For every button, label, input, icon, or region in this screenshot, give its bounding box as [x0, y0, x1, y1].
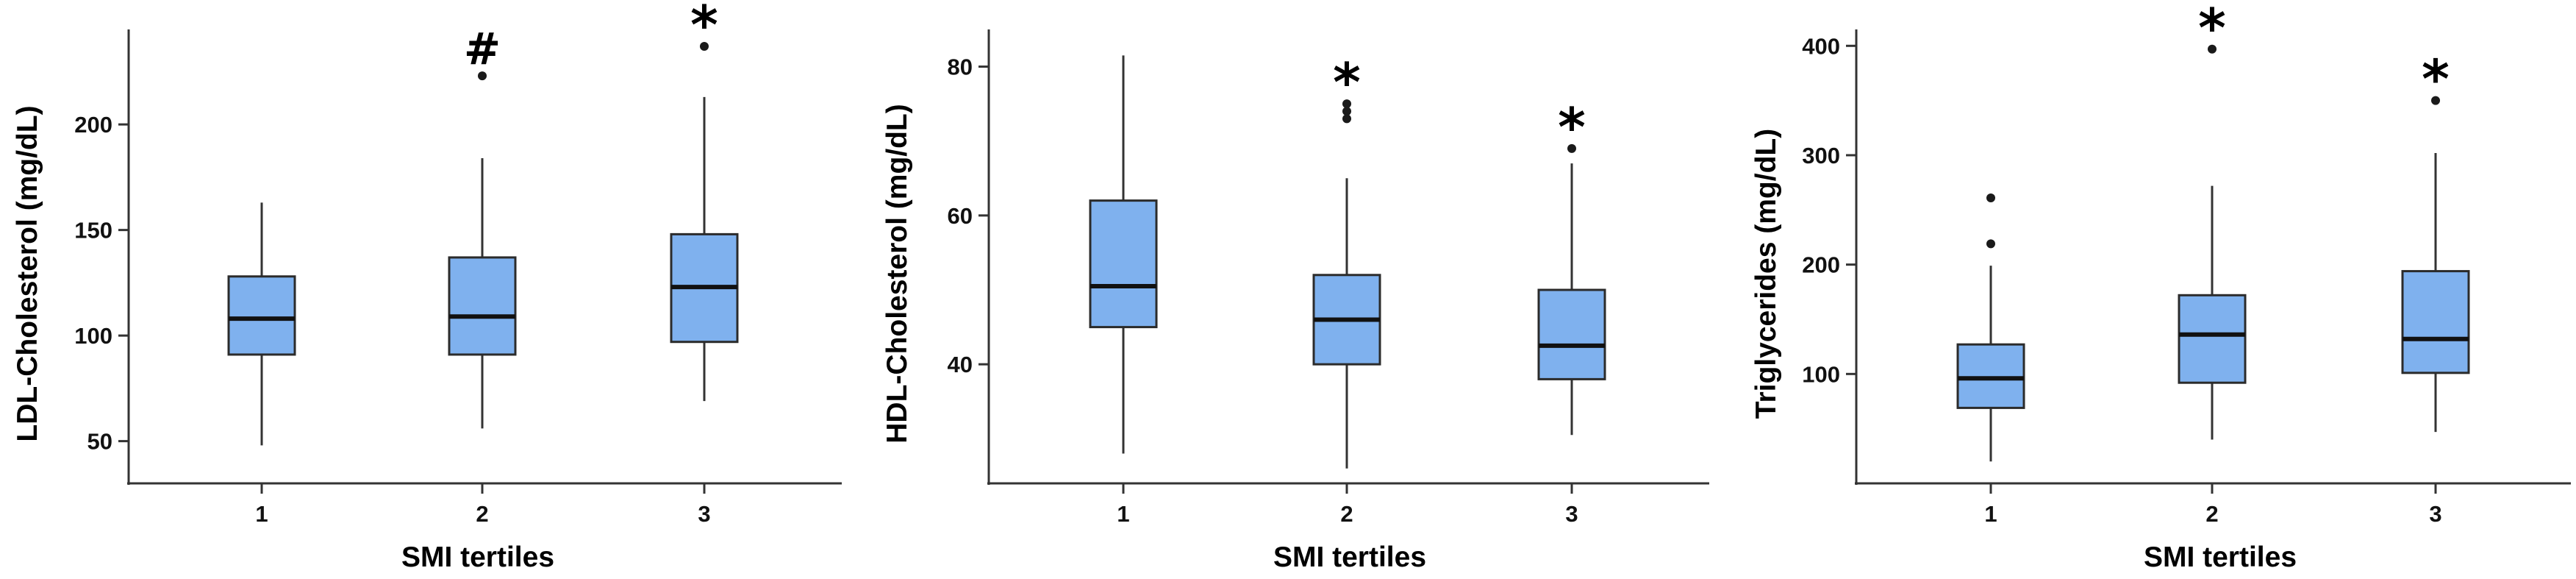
significance-marker: *	[1333, 51, 1361, 113]
x-tick-label-triglycerides: 3	[2429, 501, 2441, 527]
x-tick-label-ldl: 2	[476, 501, 488, 527]
x-tick-label-ldl: 3	[698, 501, 710, 527]
iqr-box	[448, 256, 517, 356]
box-ldl-tertile-1	[227, 202, 296, 446]
box-hdl-tertile-1	[1089, 55, 1158, 454]
y-tick-label-ldl: 200	[74, 112, 112, 138]
outlier-point	[1986, 239, 1995, 249]
x-tick-label-hdl: 2	[1340, 501, 1353, 527]
box-triglycerides-tertile-1	[1956, 193, 2025, 462]
hdl-cholesterol-panel: HDL-Cholesterol (mg/dL) SMI tertiles 40 6…	[881, 29, 1709, 573]
triglycerides-panel: Triglycerides (mg/dL) SMI tertiles 100 20…	[1750, 0, 2571, 573]
significance-marker: *	[2422, 49, 2450, 110]
ldl-cholesterol-panel: LDL-Cholesterol (mg/dL) SMI tertiles 50 1…	[12, 0, 842, 573]
iqr-box	[2401, 270, 2470, 374]
y-tick-label-ldl: 150	[74, 218, 112, 244]
x-tick-label-triglycerides: 1	[1984, 501, 1997, 527]
y-tick-label-hdl: 40	[948, 352, 973, 377]
y-tick-label-triglycerides: 300	[1802, 143, 1840, 168]
x-tick-label-hdl: 3	[1565, 501, 1578, 527]
significance-marker: *	[1558, 96, 1586, 158]
outlier-point	[1342, 99, 1351, 109]
outlier-point	[700, 41, 709, 51]
iqr-box	[2178, 294, 2247, 384]
y-tick-label-triglycerides: 400	[1802, 33, 1840, 59]
x-axis-title-ldl: SMI tertiles	[401, 541, 554, 573]
significance-marker: *	[690, 0, 718, 56]
box-triglycerides-tertile-3: *	[2401, 49, 2470, 433]
box-ldl-tertile-2: #	[448, 24, 517, 429]
y-axis-title-ldl: LDL-Cholesterol (mg/dL)	[12, 105, 43, 441]
y-tick-label-triglycerides: 200	[1802, 252, 1840, 278]
x-axis-title-hdl: SMI tertiles	[1273, 541, 1426, 573]
box-ldl-tertile-3: *	[670, 0, 739, 402]
x-axis-title-triglycerides: SMI tertiles	[2144, 541, 2297, 573]
y-tick-label-ldl: 50	[87, 429, 112, 455]
outlier-point	[1986, 193, 1995, 202]
y-tick-label-ldl: 100	[74, 323, 112, 349]
outlier-point	[2208, 44, 2217, 54]
y-tick-label-triglycerides: 100	[1802, 361, 1840, 387]
iqr-box	[1089, 199, 1158, 329]
significance-marker: *	[2198, 0, 2226, 59]
x-tick-label-triglycerides: 2	[2205, 501, 2218, 527]
outlier-point	[1567, 143, 1576, 153]
y-tick-label-hdl: 60	[948, 203, 973, 229]
box-hdl-tertile-3: *	[1537, 96, 1606, 436]
iqr-box	[1537, 288, 1606, 380]
outlier-point	[1342, 107, 1351, 116]
y-axis-title-hdl: HDL-Cholesterol (mg/dL)	[881, 104, 913, 443]
box-triglycerides-tertile-2: *	[2178, 0, 2247, 440]
x-tick-label-hdl: 1	[1117, 501, 1129, 527]
y-tick-label-hdl: 80	[948, 54, 973, 80]
outlier-point	[478, 71, 487, 81]
x-tick-label-ldl: 1	[255, 501, 268, 527]
outlier-point	[2431, 96, 2440, 105]
significance-marker: #	[464, 24, 501, 75]
box-hdl-tertile-2: *	[1312, 51, 1381, 469]
y-axis-title-triglycerides: Triglycerides (mg/dL)	[1750, 129, 1782, 419]
outlier-point	[1342, 114, 1351, 124]
iqr-box	[227, 275, 296, 356]
